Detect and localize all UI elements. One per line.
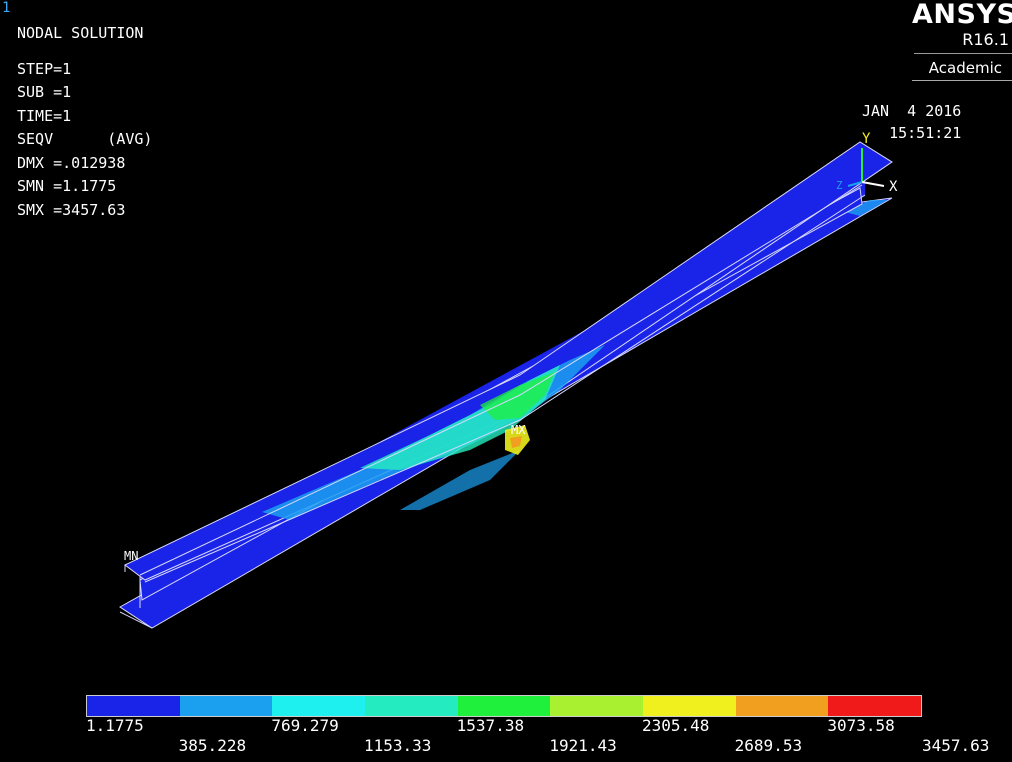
bottom-flange-corner-zone [845, 200, 888, 216]
triad-y-label: Y [862, 131, 871, 147]
bottom-flange-stress-zone [400, 450, 520, 510]
triad-x-axis [861, 181, 885, 187]
info-dmx: DMX =.012938 [17, 153, 126, 172]
contour-peak [510, 436, 522, 448]
logo-divider [914, 53, 1012, 54]
legend-swatch [735, 696, 829, 716]
info-title: NODAL SOLUTION [17, 24, 144, 42]
legend-label: 3073.58 [827, 716, 895, 735]
info-step: STEP=1 [17, 59, 72, 78]
legend-label: 769.279 [271, 716, 339, 735]
info-sub: SUB =1 [17, 83, 72, 101]
date-text: JAN 4 2016 [862, 102, 962, 120]
legend-label: 3457.63 [922, 736, 990, 755]
flange-web-fillet-line [139, 184, 863, 576]
info-smn: SMN =1.1775 [17, 177, 117, 195]
ansys-logo: ANSYS R16.1 Academic [912, 0, 1012, 81]
triad-z-label: Z [836, 179, 843, 192]
legend-label: 1.1775 [86, 716, 144, 735]
legend-swatch [365, 696, 458, 716]
legend-label: 1537.38 [456, 716, 525, 735]
legend-swatch [179, 696, 273, 716]
legend-label: 385.228 [178, 736, 247, 755]
legend-swatch [87, 696, 180, 716]
legend-label: 2305.48 [642, 716, 710, 735]
legend-swatch [272, 696, 366, 716]
info-time: TIME=1 [17, 106, 72, 125]
beam-top-flange [124, 141, 893, 581]
logo-name: ANSYS [912, 0, 1012, 30]
logo-version: R16.1 [962, 30, 1009, 49]
flange-inner-line [144, 194, 866, 583]
legend-label: 2689.53 [734, 736, 803, 755]
min-marker: MN [124, 549, 138, 563]
info-smx: SMX =3457.63 [17, 200, 126, 219]
bottom-flange-edge [119, 611, 153, 629]
max-marker: MX [511, 423, 526, 437]
logo-license-tag: Academic [912, 56, 1012, 81]
legend-swatch [828, 696, 922, 716]
time-text: 15:51:21 [889, 124, 962, 142]
triad-x-label: X [889, 179, 898, 195]
contour-legend-bar [86, 695, 922, 717]
legend-swatch [550, 696, 644, 716]
info-seqv: SEQV (AVG) [17, 130, 153, 148]
date-time-stamp: JAN 4 2016 15:51:21 [862, 100, 961, 144]
legend-label: 1921.43 [549, 736, 617, 755]
window-number: 1 [2, 0, 11, 16]
triad-z-axis [847, 181, 863, 187]
legend-label: 1153.33 [364, 736, 432, 755]
coordinate-triad: Y X Z [836, 131, 898, 195]
legend-swatch [457, 696, 551, 716]
legend-swatch [643, 696, 736, 716]
solution-info-block: NODAL SOLUTION STEP=1 SUB =1 TIME=1 SEQV… [17, 22, 152, 222]
beam-contour-plot[interactable]: MN MX Y X Z [0, 0, 1012, 690]
